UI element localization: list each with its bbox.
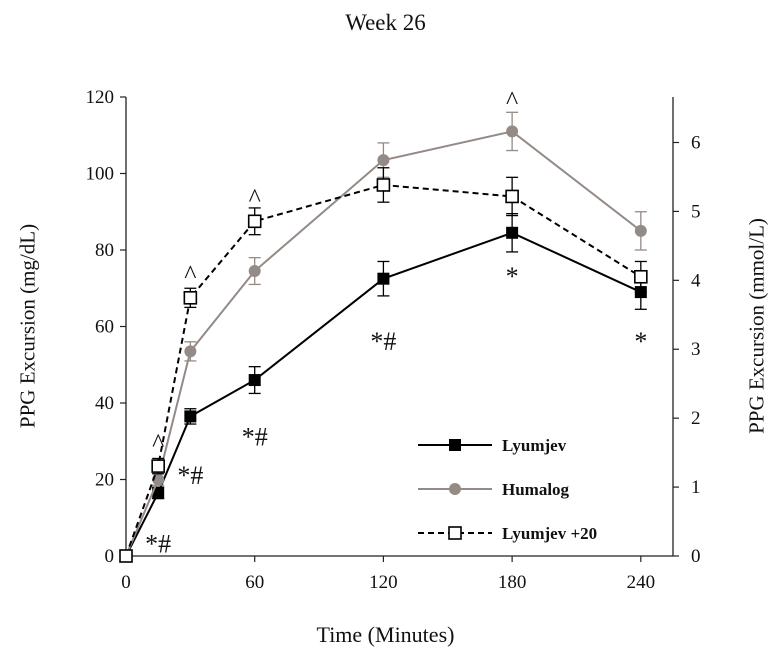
data-point (248, 265, 261, 278)
y-tick-label: 80 (95, 240, 114, 261)
series-line (125, 183, 642, 557)
y-tick-label: 120 (86, 87, 115, 108)
y-right-tick-label: 2 (691, 408, 701, 429)
data-point (505, 189, 519, 204)
significance-annotation: ^ (249, 184, 261, 213)
significance-annotation: ^ (184, 260, 196, 289)
y-right-tick-label: 5 (691, 201, 701, 222)
y-right-tick-label: 0 (691, 546, 701, 567)
significance-annotation: *# (177, 461, 203, 490)
data-point (152, 486, 165, 499)
data-point (506, 125, 519, 138)
y-tick-label: 20 (95, 470, 114, 491)
data-point (377, 272, 390, 285)
data-point (119, 549, 133, 563)
significance-annotation: * (634, 327, 647, 356)
legend: Lyumjev Humalog Lyumjev +20 (418, 436, 597, 543)
series-lyumjev-20 (119, 167, 648, 563)
legend-marker (448, 526, 462, 540)
chart-title: Week 26 (345, 10, 426, 35)
series-lyumjev (120, 213, 647, 562)
significance-annotation: * (506, 262, 519, 291)
x-axis-label: Time (Minutes) (316, 622, 455, 647)
data-point (248, 374, 261, 387)
y-tick-label: 60 (95, 317, 114, 338)
data-point (184, 410, 197, 423)
legend-marker (449, 483, 461, 495)
y-right-tick-label: 4 (691, 270, 701, 291)
data-point (377, 154, 390, 167)
significance-annotation: *# (145, 530, 171, 559)
legend-marker (449, 439, 461, 451)
x-tick-label: 240 (627, 572, 656, 593)
significance-annotation: *# (370, 327, 396, 356)
data-point (506, 226, 519, 239)
data-point (151, 459, 165, 473)
x-tick-label: 60 (245, 572, 264, 593)
data-point (247, 214, 262, 229)
data-point (634, 269, 648, 284)
y-right-tick-label: 1 (691, 477, 701, 498)
y-tick-label: 0 (105, 546, 115, 567)
y-right-tick-label: 6 (691, 132, 701, 153)
significance-annotation: ^ (506, 86, 518, 115)
significance-annotation: *# (242, 423, 268, 452)
legend-label: Lyumjev +20 (502, 524, 597, 543)
data-point (183, 291, 198, 305)
x-tick-label: 120 (369, 572, 398, 593)
x-tick-label: 180 (498, 572, 527, 593)
legend-label: Lyumjev (502, 436, 567, 455)
y-right-tick-label: 3 (691, 339, 701, 360)
significance-annotation: ^ (152, 428, 164, 457)
x-tick-label: 0 (121, 572, 131, 593)
legend-label: Humalog (502, 480, 570, 499)
data-point (376, 178, 391, 192)
data-point (634, 224, 647, 237)
data-point (184, 345, 197, 358)
y-tick-label: 100 (86, 164, 115, 185)
y-tick-label: 40 (95, 393, 114, 414)
